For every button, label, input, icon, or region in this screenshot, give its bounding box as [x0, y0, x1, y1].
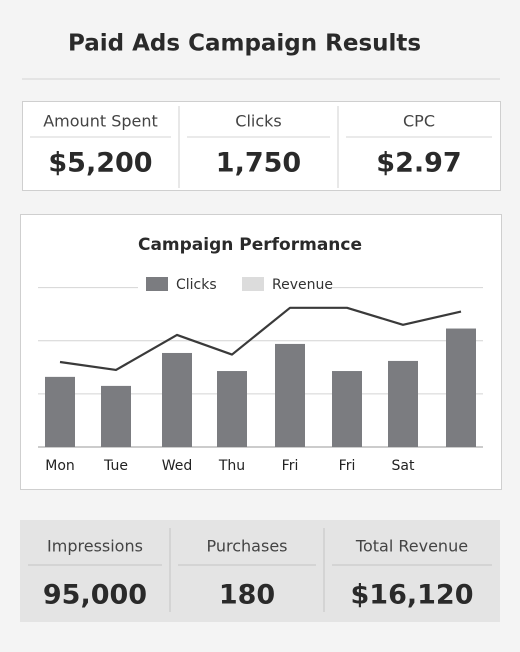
kpi-label: Amount Spent — [43, 112, 158, 131]
kpi-value: 180 — [219, 580, 275, 611]
legend-label: Clicks — [176, 277, 217, 293]
bar — [45, 376, 75, 447]
x-tick-label: Fri — [282, 458, 299, 474]
kpi-value: $5,200 — [48, 148, 152, 179]
kpi-card-bottom — [20, 520, 500, 622]
legend-swatch — [146, 277, 168, 291]
x-tick-label: Sat — [392, 458, 415, 474]
chart-title: Campaign Performance — [138, 235, 362, 255]
kpi-label: Purchases — [207, 537, 288, 556]
x-tick-label: Tue — [103, 458, 128, 474]
x-tick-label: Fri — [339, 458, 356, 474]
x-tick-label: Wed — [162, 458, 193, 474]
x-tick-label: Thu — [218, 458, 245, 474]
bar — [162, 352, 192, 447]
kpi-value: 95,000 — [43, 580, 147, 611]
legend-label: Revenue — [272, 277, 333, 293]
legend-swatch — [242, 277, 264, 291]
bar — [388, 360, 418, 447]
kpi-label: Total Revenue — [355, 537, 468, 556]
legend-bg — [138, 274, 332, 294]
x-tick-label: Mon — [45, 458, 75, 474]
page-title: Paid Ads Campaign Results — [68, 31, 421, 57]
kpi-value: 1,750 — [216, 148, 301, 179]
bar — [101, 385, 131, 447]
kpi-label: Impressions — [47, 537, 143, 556]
kpi-value: $16,120 — [351, 580, 474, 611]
bar — [446, 328, 476, 447]
bar — [332, 371, 362, 447]
bar — [275, 343, 305, 447]
kpi-label: CPC — [403, 112, 435, 131]
kpi-label: Clicks — [235, 112, 281, 131]
revenue-line — [59, 306, 462, 372]
bar — [217, 371, 247, 447]
kpi-value: $2.97 — [376, 148, 461, 179]
kpi-card-top — [22, 101, 501, 191]
chart-card — [20, 214, 502, 490]
